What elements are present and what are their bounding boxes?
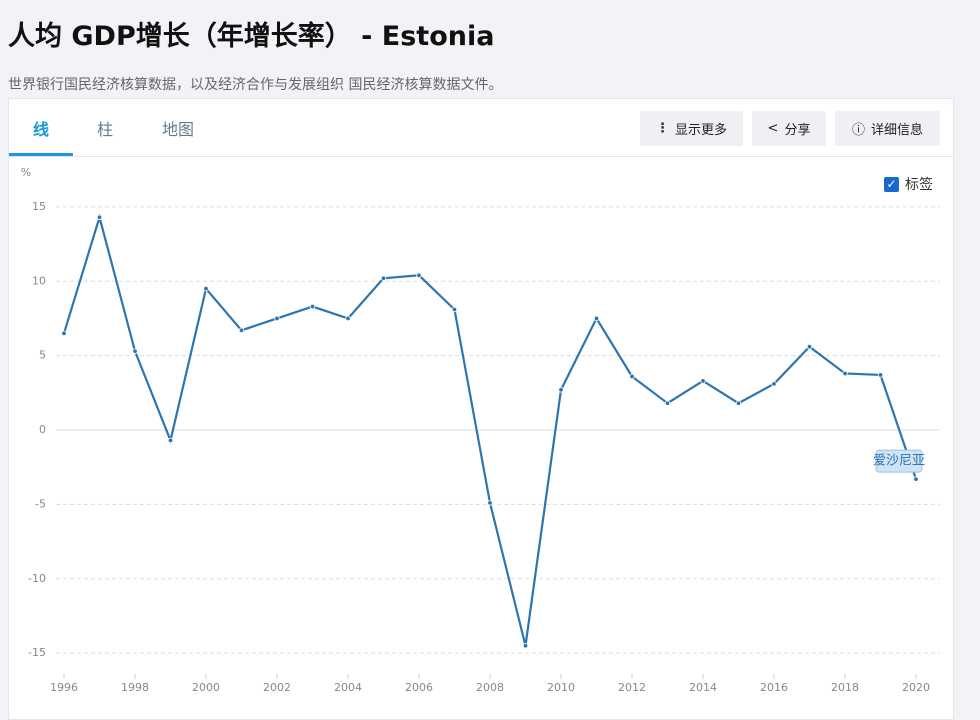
data-point xyxy=(96,214,103,220)
tab[interactable]: 地图 xyxy=(162,120,195,139)
data-point xyxy=(558,387,564,393)
data-point xyxy=(203,285,209,292)
x-tick-label: 2010 xyxy=(547,681,575,694)
data-point xyxy=(664,400,671,406)
data-point xyxy=(842,370,848,377)
data-point xyxy=(61,330,67,337)
subtitle: 世界银行国民经济核算数据，以及经济合作与发展组织 国民经济核算数据文件。 xyxy=(8,77,503,93)
x-tick-label: 2016 xyxy=(760,681,788,694)
details-button[interactable]: ⓘ 详细信息 xyxy=(835,111,940,146)
series-label-box xyxy=(875,449,923,473)
separator xyxy=(9,156,953,157)
page-title: 人均 GDP增长（年增长率） - Estonia xyxy=(8,21,495,52)
data-point xyxy=(132,348,138,354)
button-label: 分享 xyxy=(784,123,811,138)
data-point xyxy=(700,378,706,384)
y-tick-label: 0 xyxy=(39,423,46,436)
x-tick-label: 1996 xyxy=(50,681,78,694)
x-tick-label: 2020 xyxy=(902,681,930,694)
data-point xyxy=(451,306,458,313)
more-button[interactable]: ⋮ 显示更多 xyxy=(640,111,743,146)
y-tick-label: 10 xyxy=(32,274,46,287)
x-tick-label: 1998 xyxy=(121,681,149,694)
data-point xyxy=(167,437,174,444)
y-tick-label: -15 xyxy=(28,646,46,659)
data-point xyxy=(487,500,493,506)
checkbox-label: 标签 xyxy=(905,177,933,193)
y-tick-label: -5 xyxy=(35,497,46,510)
data-point xyxy=(629,373,635,380)
series-label: 爱沙尼亚 xyxy=(873,454,925,469)
tab[interactable]: 线 xyxy=(33,120,50,139)
label-checkbox[interactable]: ✓ 标签 xyxy=(884,174,933,194)
data-point xyxy=(593,315,600,322)
y-tick-label: 5 xyxy=(39,349,46,362)
data-point xyxy=(877,372,884,378)
button-label: 详细信息 xyxy=(871,123,924,138)
x-tick-label: 2000 xyxy=(192,681,220,694)
data-point xyxy=(735,400,742,406)
button-label: 显示更多 xyxy=(674,123,727,138)
data-point xyxy=(345,315,351,322)
data-point xyxy=(913,476,919,482)
data-point xyxy=(380,275,387,281)
y-tick-label: -10 xyxy=(28,572,46,585)
data-point xyxy=(771,381,777,387)
data-point xyxy=(522,642,529,649)
x-tick-label: 2002 xyxy=(263,681,291,694)
x-tick-label: 2004 xyxy=(334,681,362,694)
data-point xyxy=(274,315,280,322)
x-tick-label: 2018 xyxy=(831,681,859,694)
data-point xyxy=(416,272,422,278)
x-tick-label: 2012 xyxy=(618,681,646,694)
chart: % -15 -10 -5 0 5 10 15 1996 1998 2000 2002 2004 2006… xyxy=(21,166,940,694)
x-tick-label: 2008 xyxy=(476,681,504,694)
chart-card: 线 柱 地图 ⋮ 显示更多 < 分享 ⓘ 详细信息 ✓ 标签 xyxy=(8,98,954,720)
data-point xyxy=(238,327,245,334)
x-tick-label: 2014 xyxy=(689,681,717,694)
share-button[interactable]: < 分享 xyxy=(752,111,826,146)
tab-indicator xyxy=(9,153,73,156)
data-point xyxy=(309,303,316,310)
y-axis-label: % xyxy=(21,166,31,179)
x-tick-label: 2006 xyxy=(405,681,433,694)
tab[interactable]: 柱 xyxy=(97,120,114,139)
y-tick-label: 15 xyxy=(32,200,46,213)
data-point xyxy=(806,343,813,350)
